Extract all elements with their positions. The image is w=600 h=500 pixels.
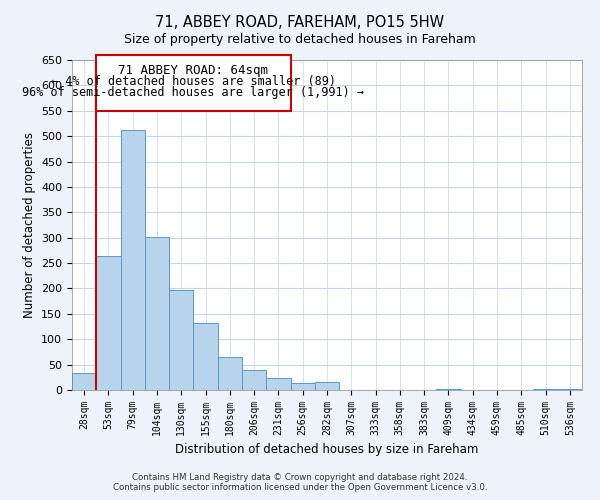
Bar: [242, 370, 266, 390]
Bar: [315, 382, 339, 390]
Bar: [290, 384, 315, 390]
Bar: [558, 389, 582, 390]
X-axis label: Distribution of detached houses by size in Fareham: Distribution of detached houses by size …: [175, 444, 479, 456]
Bar: [266, 378, 290, 390]
Bar: [436, 389, 461, 390]
Text: Size of property relative to detached houses in Fareham: Size of property relative to detached ho…: [124, 32, 476, 46]
Text: 96% of semi-detached houses are larger (1,991) →: 96% of semi-detached houses are larger (…: [22, 86, 364, 100]
Bar: [169, 290, 193, 390]
Bar: [193, 324, 218, 390]
Text: 71, ABBEY ROAD, FAREHAM, PO15 5HW: 71, ABBEY ROAD, FAREHAM, PO15 5HW: [155, 15, 445, 30]
Bar: [218, 357, 242, 390]
Text: Contains HM Land Registry data © Crown copyright and database right 2024.
Contai: Contains HM Land Registry data © Crown c…: [113, 473, 487, 492]
Bar: [96, 256, 121, 390]
Bar: [72, 373, 96, 390]
Bar: [145, 236, 169, 390]
Bar: [121, 130, 145, 390]
Y-axis label: Number of detached properties: Number of detached properties: [23, 132, 35, 318]
Text: 71 ABBEY ROAD: 64sqm: 71 ABBEY ROAD: 64sqm: [118, 64, 268, 76]
Bar: [533, 389, 558, 390]
FancyBboxPatch shape: [96, 55, 290, 111]
Text: ← 4% of detached houses are smaller (89): ← 4% of detached houses are smaller (89): [51, 75, 336, 88]
